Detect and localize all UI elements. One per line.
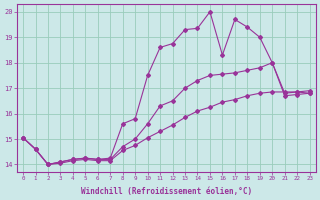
- X-axis label: Windchill (Refroidissement éolien,°C): Windchill (Refroidissement éolien,°C): [81, 187, 252, 196]
